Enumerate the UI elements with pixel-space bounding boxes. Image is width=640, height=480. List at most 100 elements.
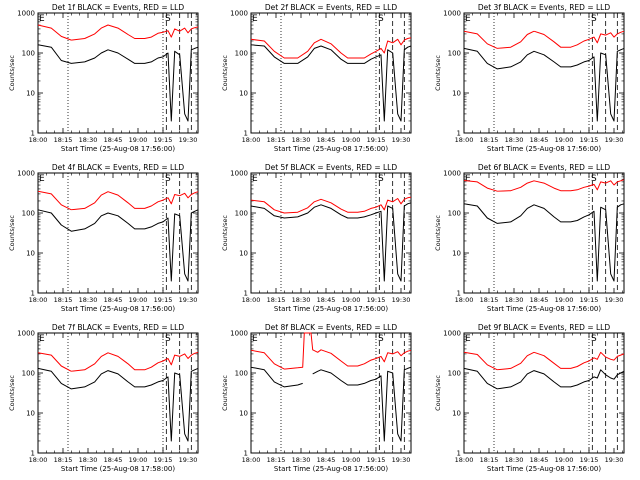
y-tick-label: 1000 — [443, 330, 461, 338]
y-axis-label: Counts/sec — [8, 55, 16, 91]
x-tick-label: 18:45 — [317, 136, 336, 144]
x-axis-label: Start Time (25-Aug-08 17:56:00) — [487, 305, 601, 313]
panel-title: Det 7f BLACK = Events, RED = LLD — [52, 323, 185, 332]
events-series-line — [38, 210, 198, 281]
panel-det-8: Det 8f BLACK = Events, RED = LLD E S 1 10 100… — [221, 323, 412, 473]
y-tick-label: 10 — [26, 250, 35, 258]
x-tick-label: 19:15 — [580, 296, 599, 304]
y-tick-label: 100 — [22, 210, 35, 218]
x-tick-label: 18:45 — [104, 456, 123, 464]
x-axis-label: Start Time (25-Aug-08 17:58:00) — [61, 465, 175, 473]
panel-det-7: Det 7f BLACK = Events, RED = LLD E S 1 10 100… — [8, 323, 199, 473]
y-tick-label: 1 — [244, 290, 248, 298]
panel-det-1: Det 1f BLACK = Events, RED = LLD E S 1 10 100… — [8, 3, 199, 153]
marker-label-e: E — [252, 334, 258, 344]
events-series-line — [464, 368, 624, 389]
panel-title: Det 9f BLACK = Events, RED = LLD — [478, 323, 611, 332]
panel-det-5: Det 5f BLACK = Events, RED = LLD E S 1 10 100… — [221, 163, 412, 313]
marker-label-s: S — [165, 174, 171, 184]
x-tick-label: 19:30 — [605, 456, 624, 464]
plot-frame — [37, 12, 199, 134]
plot-frame — [463, 172, 625, 294]
y-tick-label: 10 — [452, 410, 461, 418]
y-tick-label: 1000 — [17, 170, 35, 178]
marker-label-e: E — [252, 174, 258, 184]
y-tick-label: 1 — [31, 450, 35, 458]
x-tick-label: 18:30 — [292, 456, 311, 464]
x-axis-label: Start Time (25-Aug-08 17:56:00) — [487, 465, 601, 473]
lld-series-line — [464, 31, 624, 48]
x-tick-label: 18:15 — [267, 456, 286, 464]
x-tick-label: 19:15 — [580, 136, 599, 144]
x-tick-label: 19:00 — [342, 136, 361, 144]
x-tick-label: 19:30 — [392, 136, 411, 144]
x-tick-label: 19:15 — [367, 136, 386, 144]
marker-label-s: S — [591, 14, 597, 24]
marker-label-e: E — [39, 174, 45, 184]
x-tick-label: 18:00 — [455, 136, 474, 144]
x-tick-label: 19:15 — [154, 136, 173, 144]
lld-series-line — [464, 180, 624, 192]
plot-frame — [250, 12, 412, 134]
y-tick-label: 1000 — [230, 10, 248, 18]
lld-series-line — [38, 352, 198, 371]
x-tick-label: 18:30 — [505, 296, 524, 304]
y-tick-label: 100 — [448, 50, 461, 58]
panel-det-3: Det 3f BLACK = Events, RED = LLD E S 1 10 100… — [434, 3, 625, 153]
events-series-line — [464, 204, 624, 281]
y-tick-label: 10 — [452, 250, 461, 258]
events-series-line — [38, 45, 198, 121]
x-tick-label: 18:30 — [505, 456, 524, 464]
x-tick-label: 18:45 — [317, 296, 336, 304]
x-tick-label: 19:00 — [129, 456, 148, 464]
x-tick-label: 18:00 — [242, 456, 261, 464]
events-series-line — [251, 367, 411, 441]
y-tick-label: 100 — [235, 210, 248, 218]
y-axis-label: Counts/sec — [8, 375, 16, 411]
x-tick-label: 19:30 — [392, 296, 411, 304]
x-tick-label: 19:30 — [605, 296, 624, 304]
x-tick-label: 19:15 — [367, 296, 386, 304]
x-tick-label: 18:30 — [79, 136, 98, 144]
x-tick-label: 19:30 — [179, 296, 198, 304]
y-tick-label: 100 — [448, 370, 461, 378]
y-tick-label: 10 — [239, 410, 248, 418]
x-tick-label: 18:00 — [455, 456, 474, 464]
y-tick-label: 100 — [22, 370, 35, 378]
marker-label-e: E — [465, 14, 471, 24]
panel-title: Det 2f BLACK = Events, RED = LLD — [265, 3, 398, 12]
x-tick-label: 19:00 — [555, 296, 574, 304]
x-tick-label: 18:30 — [79, 456, 98, 464]
y-tick-label: 100 — [235, 370, 248, 378]
y-tick-label: 10 — [26, 90, 35, 98]
x-tick-label: 19:30 — [392, 456, 411, 464]
marker-label-s: S — [165, 14, 171, 24]
y-tick-label: 1000 — [17, 330, 35, 338]
panel-title: Det 4f BLACK = Events, RED = LLD — [52, 163, 185, 172]
y-tick-label: 1 — [244, 450, 248, 458]
y-tick-label: 10 — [26, 410, 35, 418]
y-tick-label: 1000 — [230, 330, 248, 338]
panel-title: Det 6f BLACK = Events, RED = LLD — [478, 163, 611, 172]
x-tick-label: 18:15 — [54, 296, 73, 304]
y-tick-label: 10 — [239, 90, 248, 98]
panel-title: Det 1f BLACK = Events, RED = LLD — [52, 3, 185, 12]
panel-det-4: Det 4f BLACK = Events, RED = LLD E S 1 10 100… — [8, 163, 199, 313]
lld-series-line — [251, 197, 411, 213]
x-tick-label: 19:00 — [129, 136, 148, 144]
plot-frame — [250, 332, 412, 454]
marker-label-s: S — [378, 14, 384, 24]
x-tick-label: 19:00 — [129, 296, 148, 304]
y-axis-label: Counts/sec — [8, 215, 16, 251]
x-tick-label: 18:30 — [79, 296, 98, 304]
x-tick-label: 18:30 — [292, 296, 311, 304]
y-axis-label: Counts/sec — [434, 215, 442, 251]
x-tick-label: 19:30 — [179, 136, 198, 144]
x-axis-label: Start Time (25-Aug-08 17:56:00) — [61, 145, 175, 153]
y-tick-label: 1000 — [443, 10, 461, 18]
lld-series-line — [251, 38, 411, 58]
plot-frame — [463, 12, 625, 134]
marker-label-s: S — [591, 174, 597, 184]
marker-label-s: S — [378, 334, 384, 344]
x-tick-label: 18:45 — [104, 296, 123, 304]
